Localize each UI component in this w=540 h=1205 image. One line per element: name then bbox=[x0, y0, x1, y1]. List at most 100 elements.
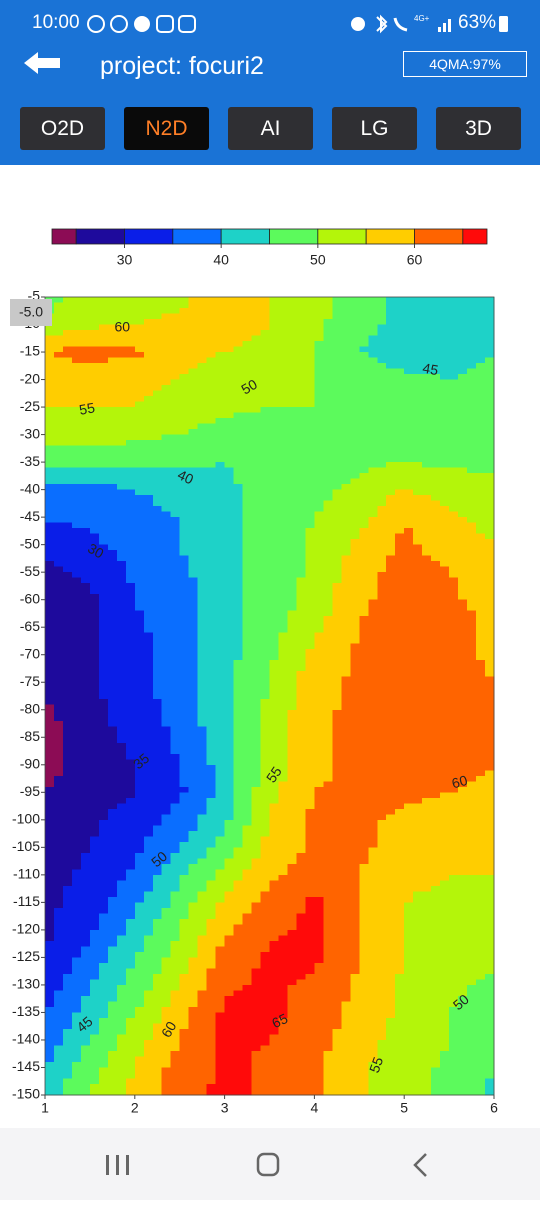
contour-cell bbox=[485, 402, 495, 408]
contour-cell bbox=[243, 578, 253, 584]
contour-cell bbox=[234, 556, 244, 562]
contour-cell bbox=[431, 462, 441, 468]
contour-cell bbox=[404, 721, 414, 727]
contour-cell bbox=[261, 391, 271, 397]
contour-cell bbox=[216, 611, 226, 617]
contour-cell bbox=[216, 550, 226, 556]
contour-cell bbox=[404, 655, 414, 661]
contour-cell bbox=[296, 622, 306, 628]
contour-cell bbox=[323, 429, 333, 435]
contour-cell bbox=[386, 693, 396, 699]
contour-cell bbox=[467, 534, 477, 540]
contour-cell bbox=[386, 655, 396, 661]
contour-cell bbox=[422, 297, 432, 303]
contour-cell bbox=[261, 358, 271, 364]
contour-cell bbox=[189, 490, 199, 496]
contour-cell bbox=[72, 732, 82, 738]
contour-cell bbox=[305, 407, 315, 413]
contour-cell bbox=[323, 732, 333, 738]
contour-cell bbox=[225, 363, 235, 369]
contour-cell bbox=[180, 451, 190, 457]
contour-cell bbox=[404, 418, 414, 424]
contour-cell bbox=[261, 688, 271, 694]
contour-cell bbox=[126, 363, 136, 369]
contour-cell bbox=[72, 347, 82, 353]
contour-cell bbox=[180, 699, 190, 705]
contour-cell bbox=[350, 677, 360, 683]
contour-cell bbox=[162, 341, 172, 347]
contour-cell bbox=[135, 402, 145, 408]
contour-cell bbox=[81, 638, 91, 644]
contour-cell bbox=[422, 325, 432, 331]
contour-cell bbox=[135, 325, 145, 331]
contour-cell bbox=[368, 303, 378, 309]
contour-cell bbox=[162, 814, 172, 820]
contour-cell bbox=[225, 501, 235, 507]
contour-cell bbox=[63, 770, 73, 776]
contour-cell bbox=[332, 589, 342, 595]
contour-cell bbox=[485, 341, 495, 347]
contour-cell bbox=[449, 407, 459, 413]
contour-cell bbox=[395, 369, 405, 375]
contour-cell bbox=[153, 385, 163, 391]
contour-cell bbox=[234, 550, 244, 556]
contour-cell bbox=[90, 418, 100, 424]
contour-cell bbox=[99, 644, 109, 650]
contour-cell bbox=[162, 385, 172, 391]
contour-cell bbox=[314, 611, 324, 617]
contour-cell bbox=[180, 737, 190, 743]
contour-cell bbox=[153, 341, 163, 347]
contour-cell bbox=[377, 468, 387, 474]
contour-cell bbox=[422, 704, 432, 710]
contour-cell bbox=[252, 539, 262, 545]
contour-cell bbox=[144, 479, 154, 485]
contour-cell bbox=[225, 325, 235, 331]
contour-cell bbox=[63, 303, 73, 309]
contour-cell bbox=[422, 501, 432, 507]
contour-cell bbox=[350, 666, 360, 672]
contour-cell bbox=[359, 446, 369, 452]
contour-cell bbox=[278, 429, 288, 435]
contour-cell bbox=[377, 446, 387, 452]
contour-cell bbox=[198, 792, 208, 798]
tab-button[interactable]: AI bbox=[228, 107, 313, 150]
tab-button[interactable]: O2D bbox=[20, 107, 105, 150]
contour-cell bbox=[323, 567, 333, 573]
contour-cell bbox=[431, 512, 441, 518]
contour-cell bbox=[332, 787, 342, 793]
contour-cell bbox=[305, 341, 315, 347]
tab-button[interactable]: 3D bbox=[436, 107, 521, 150]
contour-cell bbox=[404, 391, 414, 397]
contour-cell bbox=[440, 831, 450, 837]
contour-cell bbox=[485, 501, 495, 507]
contour-cell bbox=[413, 297, 423, 303]
contour-cell bbox=[90, 649, 100, 655]
contour-cell bbox=[261, 369, 271, 375]
contour-cell bbox=[377, 699, 387, 705]
contour-cell bbox=[171, 495, 181, 501]
contour-cell bbox=[404, 539, 414, 545]
back-button[interactable] bbox=[22, 50, 62, 76]
contour-cell bbox=[377, 803, 387, 809]
contour-cell bbox=[431, 825, 441, 831]
contour-cell bbox=[368, 473, 378, 479]
contour-cell bbox=[234, 501, 244, 507]
contour-cell bbox=[207, 556, 217, 562]
tab-button[interactable]: N2D bbox=[124, 107, 209, 150]
contour-cell bbox=[207, 429, 217, 435]
contour-cell bbox=[341, 699, 351, 705]
contour-cell bbox=[243, 649, 253, 655]
contour-cell bbox=[422, 341, 432, 347]
contour-cell bbox=[72, 528, 82, 534]
contour-cell bbox=[225, 429, 235, 435]
contour-cell bbox=[180, 523, 190, 529]
contour-cell bbox=[243, 363, 253, 369]
contour-cell bbox=[449, 545, 459, 551]
tab-button[interactable]: LG bbox=[332, 107, 417, 150]
contour-cell bbox=[386, 803, 396, 809]
contour-cell bbox=[467, 814, 477, 820]
contour-cell bbox=[261, 429, 271, 435]
contour-cell bbox=[350, 688, 360, 694]
contour-cell bbox=[81, 374, 91, 380]
